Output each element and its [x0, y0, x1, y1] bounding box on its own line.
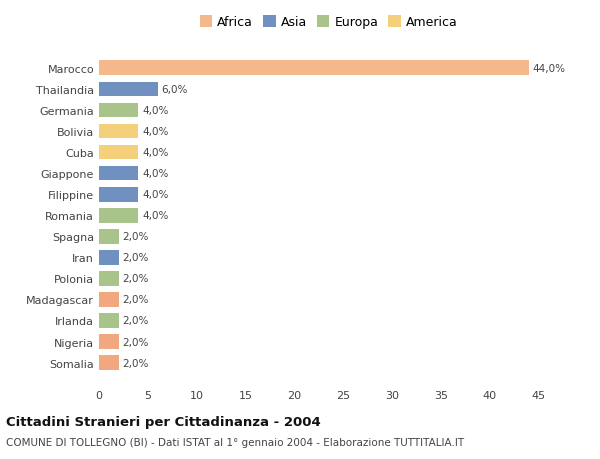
Bar: [99, 355, 119, 370]
Bar: [99, 230, 119, 244]
Bar: [99, 166, 138, 181]
Bar: [99, 62, 529, 76]
Text: 4,0%: 4,0%: [142, 169, 169, 179]
Text: 2,0%: 2,0%: [122, 358, 149, 368]
Bar: [99, 187, 138, 202]
Text: 2,0%: 2,0%: [122, 232, 149, 242]
Text: 4,0%: 4,0%: [142, 127, 169, 137]
Text: 4,0%: 4,0%: [142, 106, 169, 116]
Text: 6,0%: 6,0%: [161, 85, 188, 95]
Text: 2,0%: 2,0%: [122, 253, 149, 263]
Bar: [99, 82, 158, 97]
Text: 4,0%: 4,0%: [142, 190, 169, 200]
Bar: [99, 251, 119, 265]
Text: COMUNE DI TOLLEGNO (BI) - Dati ISTAT al 1° gennaio 2004 - Elaborazione TUTTITALI: COMUNE DI TOLLEGNO (BI) - Dati ISTAT al …: [6, 437, 464, 447]
Bar: [99, 146, 138, 160]
Bar: [99, 103, 138, 118]
Legend: Africa, Asia, Europa, America: Africa, Asia, Europa, America: [196, 12, 461, 33]
Bar: [99, 292, 119, 307]
Text: 2,0%: 2,0%: [122, 274, 149, 284]
Text: 4,0%: 4,0%: [142, 148, 169, 158]
Text: Cittadini Stranieri per Cittadinanza - 2004: Cittadini Stranieri per Cittadinanza - 2…: [6, 415, 321, 428]
Text: 2,0%: 2,0%: [122, 295, 149, 305]
Bar: [99, 335, 119, 349]
Bar: [99, 124, 138, 139]
Text: 2,0%: 2,0%: [122, 316, 149, 326]
Text: 2,0%: 2,0%: [122, 337, 149, 347]
Text: 4,0%: 4,0%: [142, 211, 169, 221]
Bar: [99, 271, 119, 286]
Bar: [99, 313, 119, 328]
Bar: [99, 208, 138, 223]
Text: 44,0%: 44,0%: [533, 64, 566, 74]
